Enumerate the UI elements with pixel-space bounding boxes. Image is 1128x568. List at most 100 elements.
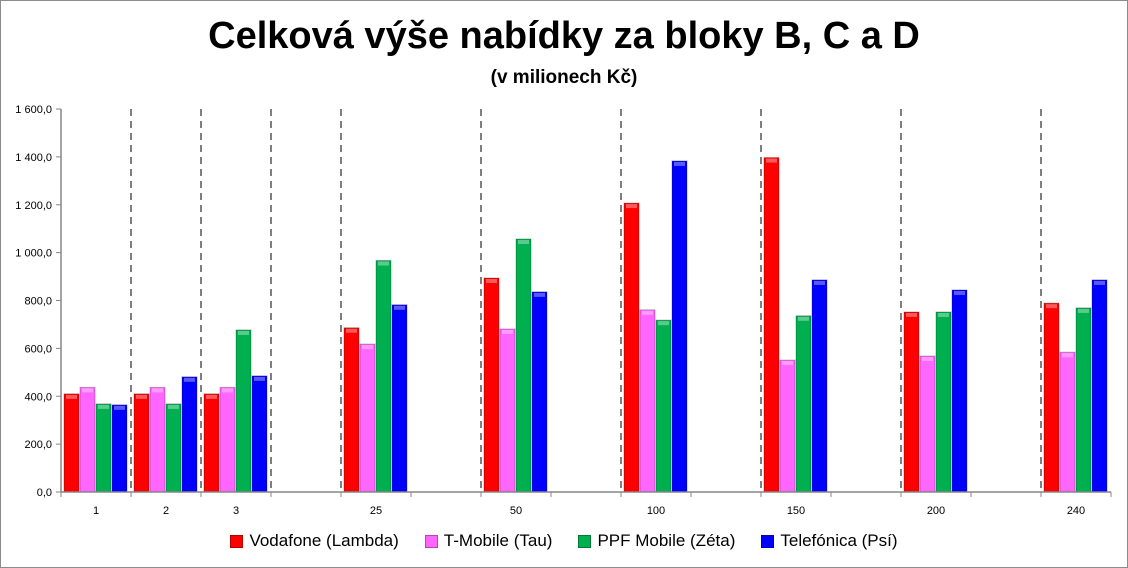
chart-subtitle: (v milionech Kč) [490,67,638,88]
bar-highlight [346,328,357,333]
bar [903,311,920,493]
bar [919,355,936,493]
y-tick-label: 200,0 [24,439,52,451]
bar [795,315,812,493]
legend-item: T-Mobile (Tau) [424,531,553,551]
bar-highlight [82,388,93,393]
bar-highlight [626,204,637,209]
bar [623,202,640,493]
legend-swatch [424,534,438,548]
legend-label: PPF Mobile (Zéta) [597,531,736,550]
legend-swatch [230,534,244,548]
legend-label: T-Mobile (Tau) [443,531,553,550]
bar [391,304,408,493]
bar [951,289,968,493]
bar-highlight [1046,304,1057,309]
bar-highlight [502,329,513,334]
bar [235,329,252,493]
bar-highlight [518,239,529,244]
bar-highlight [222,388,233,393]
bar-highlight [534,292,545,297]
bar-highlight [798,316,809,321]
bar [811,279,828,493]
bar-highlight [954,290,965,295]
legend-label: Telefónica (Psí) [780,531,898,550]
bar [763,157,780,493]
legend-swatch [761,534,775,548]
bar [531,291,548,493]
x-tick-label: 25 [370,505,382,517]
bar [181,376,198,493]
bar [149,386,166,493]
x-tick-label: 50 [510,505,522,517]
bar-highlight [98,404,109,409]
bar-highlight [254,376,265,381]
bar-highlight [906,312,917,317]
bar-highlight [674,161,685,166]
x-tick-label: 150 [787,505,805,517]
x-tick-label: 200 [927,505,945,517]
bar [165,403,182,493]
bar [1043,302,1060,493]
bar [935,311,952,493]
bar-highlight [66,394,77,399]
x-tick-label: 1 [93,505,99,517]
bar-highlight [938,312,949,317]
legend-label: Vodafone (Lambda) [249,531,399,550]
legend-item: Vodafone (Lambda) [230,531,399,551]
legend-item: Telefónica (Psí) [761,531,898,551]
bar-highlight [782,361,793,366]
bar-highlight [378,261,389,266]
y-tick-label: 1 000,0 [15,248,52,260]
bar [251,375,268,493]
bar-highlight [922,357,933,362]
bar-highlight [394,305,405,310]
bar-highlight [184,377,195,382]
bar [95,403,112,493]
y-tick-label: 600,0 [24,343,52,355]
bar [655,319,672,493]
x-tick-label: 240 [1067,505,1085,517]
bar [63,393,80,493]
bar-highlight [1062,353,1073,358]
bar [515,238,532,493]
x-tick-label: 3 [233,505,239,517]
y-tick-label: 1 200,0 [15,200,52,212]
bar-highlight [766,158,777,163]
bar-highlight [486,278,497,283]
bar-highlight [1078,308,1089,313]
y-tick-label: 400,0 [24,391,52,403]
bar-highlight [642,310,653,315]
bar [375,260,392,493]
y-tick-label: 1 600,0 [15,104,52,116]
bar [671,160,688,493]
x-tick-label: 2 [163,505,169,517]
bar-highlight [136,394,147,399]
bar-highlight [238,330,249,335]
bar-highlight [814,280,825,285]
bar [343,327,360,493]
chart-title: Celková výše nabídky za bloky B, C a D [208,15,920,57]
legend-swatch [578,534,592,548]
bar-highlight [114,405,125,410]
bar [79,386,96,493]
bar [483,277,500,493]
bar-highlight [1094,280,1105,285]
bar [1091,279,1108,493]
y-tick-label: 800,0 [24,296,52,308]
bar [1059,351,1076,493]
bar [203,393,220,493]
bar [1075,307,1092,493]
bar [499,328,516,493]
bar-highlight [206,394,217,399]
bar-highlight [168,404,179,409]
bar-highlight [658,321,669,326]
bar [779,359,796,493]
bar [359,343,376,493]
bar [133,393,150,493]
legend-item: PPF Mobile (Zéta) [578,531,735,551]
y-tick-label: 1 400,0 [15,152,52,164]
legend: Vodafone (Lambda) T-Mobile (Tau) PPF Mobil… [1,531,1127,551]
